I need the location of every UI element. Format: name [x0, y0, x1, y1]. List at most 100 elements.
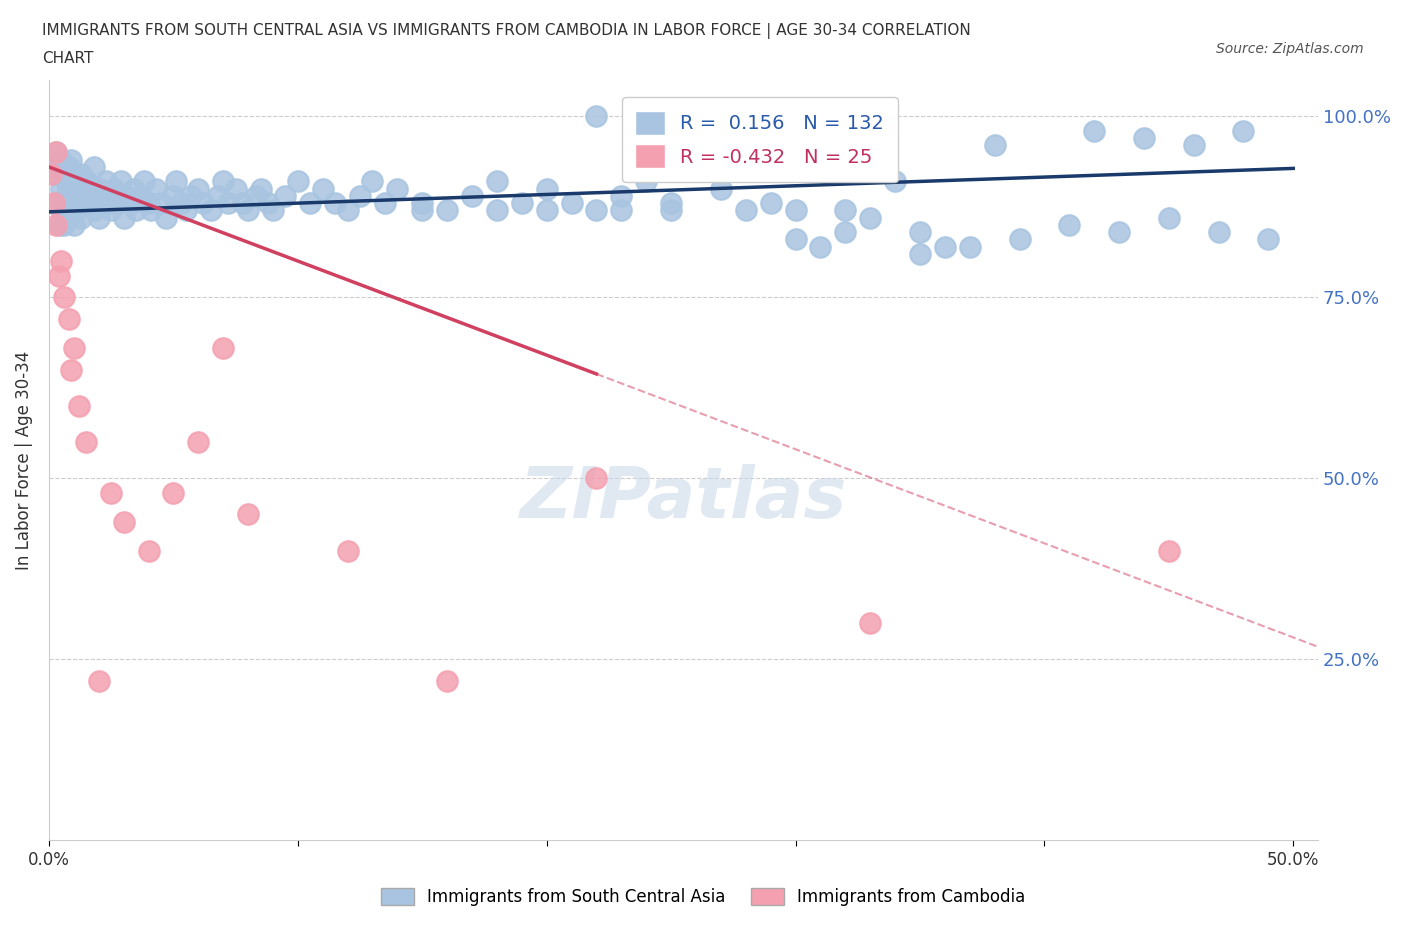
Text: Source: ZipAtlas.com: Source: ZipAtlas.com [1216, 42, 1364, 56]
Point [361, 174, 384, 189]
Point [187, 181, 209, 196]
Point [734, 145, 756, 160]
Point [107, 195, 129, 210]
Point [120, 195, 142, 210]
Point [48, 268, 70, 283]
Point [1133, 130, 1156, 145]
Point [51, 181, 73, 196]
Point [193, 195, 215, 210]
Point [75, 174, 97, 189]
Point [60, 362, 83, 377]
Point [249, 181, 271, 196]
Point [73, 189, 96, 204]
Point [636, 116, 658, 131]
Point [70, 210, 93, 225]
Point [485, 174, 508, 189]
Point [200, 203, 222, 218]
Point [132, 174, 155, 189]
Point [1257, 232, 1279, 246]
Point [659, 203, 682, 218]
Point [349, 189, 371, 204]
Point [187, 434, 209, 449]
Point [122, 181, 145, 196]
Point [100, 485, 122, 500]
Point [1157, 543, 1180, 558]
Point [436, 203, 458, 218]
Point [387, 181, 409, 196]
Point [138, 195, 160, 210]
Point [236, 507, 259, 522]
Point [436, 673, 458, 688]
Point [83, 160, 105, 175]
Point [734, 203, 756, 218]
Point [162, 189, 184, 204]
Point [138, 543, 160, 558]
Point [103, 181, 125, 196]
Point [983, 138, 1005, 153]
Point [217, 195, 239, 210]
Point [65, 203, 87, 218]
Point [323, 195, 346, 210]
Point [1108, 225, 1130, 240]
Point [80, 181, 103, 196]
Point [245, 189, 267, 204]
Point [485, 203, 508, 218]
Point [145, 181, 167, 196]
Point [859, 616, 882, 631]
Point [67, 398, 90, 413]
Point [785, 203, 807, 218]
Point [585, 471, 607, 485]
Point [1008, 232, 1031, 246]
Point [45, 145, 67, 160]
Point [75, 434, 97, 449]
Point [274, 189, 297, 204]
Text: IMMIGRANTS FROM SOUTH CENTRAL ASIA VS IMMIGRANTS FROM CAMBODIA IN LABOR FORCE | : IMMIGRANTS FROM SOUTH CENTRAL ASIA VS IM… [42, 23, 972, 39]
Point [42, 166, 65, 181]
Point [155, 210, 177, 225]
Point [685, 130, 707, 145]
Point [48, 160, 70, 175]
Point [96, 174, 118, 189]
Point [162, 485, 184, 500]
Point [63, 195, 86, 210]
Y-axis label: In Labor Force | Age 30-34: In Labor Force | Age 30-34 [15, 351, 32, 570]
Point [336, 543, 359, 558]
Point [77, 195, 100, 210]
Point [52, 166, 75, 181]
Point [411, 195, 433, 210]
Point [112, 210, 135, 225]
Point [67, 174, 90, 189]
Point [41, 166, 63, 181]
Point [112, 514, 135, 529]
Point [232, 195, 254, 210]
Point [125, 203, 148, 218]
Point [257, 195, 280, 210]
Point [287, 174, 309, 189]
Point [336, 203, 359, 218]
Point [58, 160, 80, 175]
Point [959, 239, 981, 254]
Point [51, 153, 73, 167]
Point [610, 203, 633, 218]
Point [411, 203, 433, 218]
Point [1059, 218, 1081, 232]
Point [785, 232, 807, 246]
Point [1208, 225, 1230, 240]
Point [63, 218, 86, 232]
Point [110, 174, 132, 189]
Point [262, 203, 284, 218]
Point [93, 189, 115, 204]
Point [115, 189, 138, 204]
Point [299, 195, 322, 210]
Point [170, 195, 193, 210]
Point [710, 181, 733, 196]
Point [129, 189, 152, 204]
Point [83, 203, 105, 218]
Point [55, 189, 77, 204]
Point [859, 210, 882, 225]
Point [55, 174, 77, 189]
Point [87, 673, 110, 688]
Point [610, 189, 633, 204]
Point [139, 203, 162, 218]
Point [58, 312, 80, 326]
